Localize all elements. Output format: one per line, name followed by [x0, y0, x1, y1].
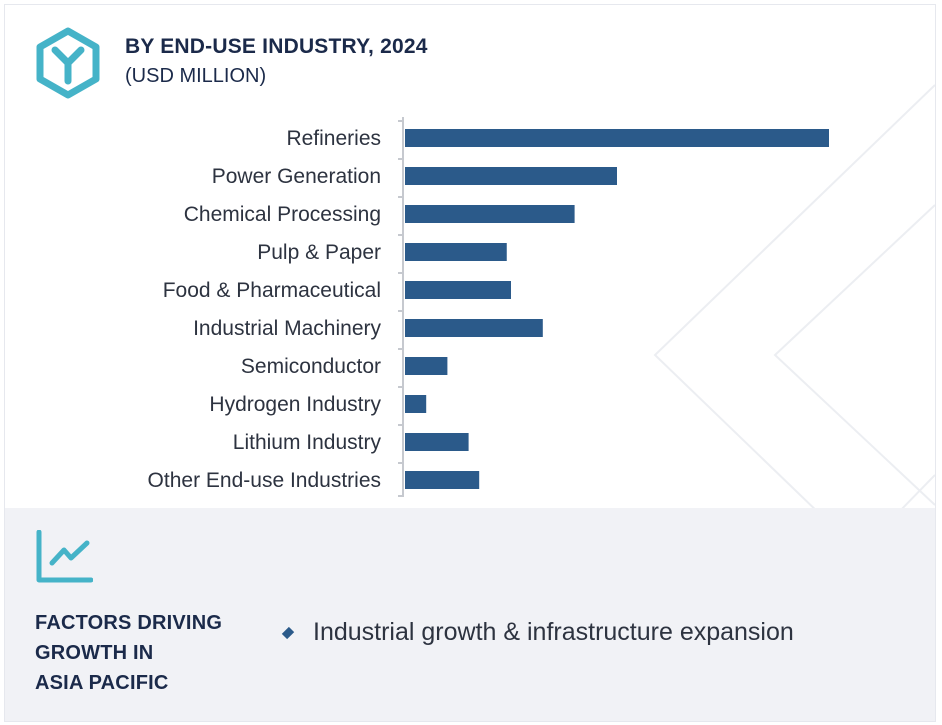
bar-chart: Refineries Power Generation Chemical Proce…: [148, 117, 829, 497]
factor-item: Industrial growth & infrastructure expan…: [281, 618, 794, 647]
category-label: Other End-use Industries: [148, 469, 381, 492]
hexagon-y-logo-icon: [36, 27, 100, 99]
infographic-card: BY END-USE INDUSTRY, 2024 (USD MILLION) …: [4, 4, 936, 722]
category-label: Industrial Machinery: [193, 317, 381, 340]
factors-title: FACTORS DRIVING GROWTH IN ASIA PACIFIC: [35, 608, 265, 698]
category-label: Power Generation: [212, 165, 381, 188]
bar: [405, 205, 575, 223]
factors-title-line-3: ASIA PACIFIC: [35, 672, 169, 694]
category-label: Lithium Industry: [233, 431, 382, 454]
chart-subtitle: (USD MILLION): [125, 65, 267, 87]
category-label: Hydrogen Industry: [209, 393, 381, 416]
category-label: Semiconductor: [241, 355, 381, 378]
diamond-bullet-icon: [281, 626, 295, 639]
factors-title-line-2: GROWTH IN: [35, 642, 154, 664]
category-label: Chemical Processing: [184, 203, 381, 226]
factors-title-line-1: FACTORS DRIVING: [35, 612, 223, 634]
bar: [405, 357, 448, 375]
category-label: Food & Pharmaceutical: [163, 279, 381, 302]
category-label: Pulp & Paper: [257, 241, 381, 264]
bar: [405, 471, 480, 489]
category-label: Refineries: [286, 127, 381, 150]
bar: [405, 433, 469, 451]
factor-item-text: Industrial growth & infrastructure expan…: [313, 618, 794, 646]
bar: [405, 167, 617, 185]
bar: [405, 129, 829, 147]
factors-panel: FACTORS DRIVING GROWTH IN ASIA PACIFIC I…: [5, 508, 935, 721]
line-chart-trend-icon: [36, 530, 93, 583]
bar: [405, 319, 543, 337]
chart-title: BY END-USE INDUSTRY, 2024: [125, 35, 428, 58]
bar: [405, 281, 511, 299]
bar: [405, 243, 507, 261]
bar: [405, 395, 427, 413]
